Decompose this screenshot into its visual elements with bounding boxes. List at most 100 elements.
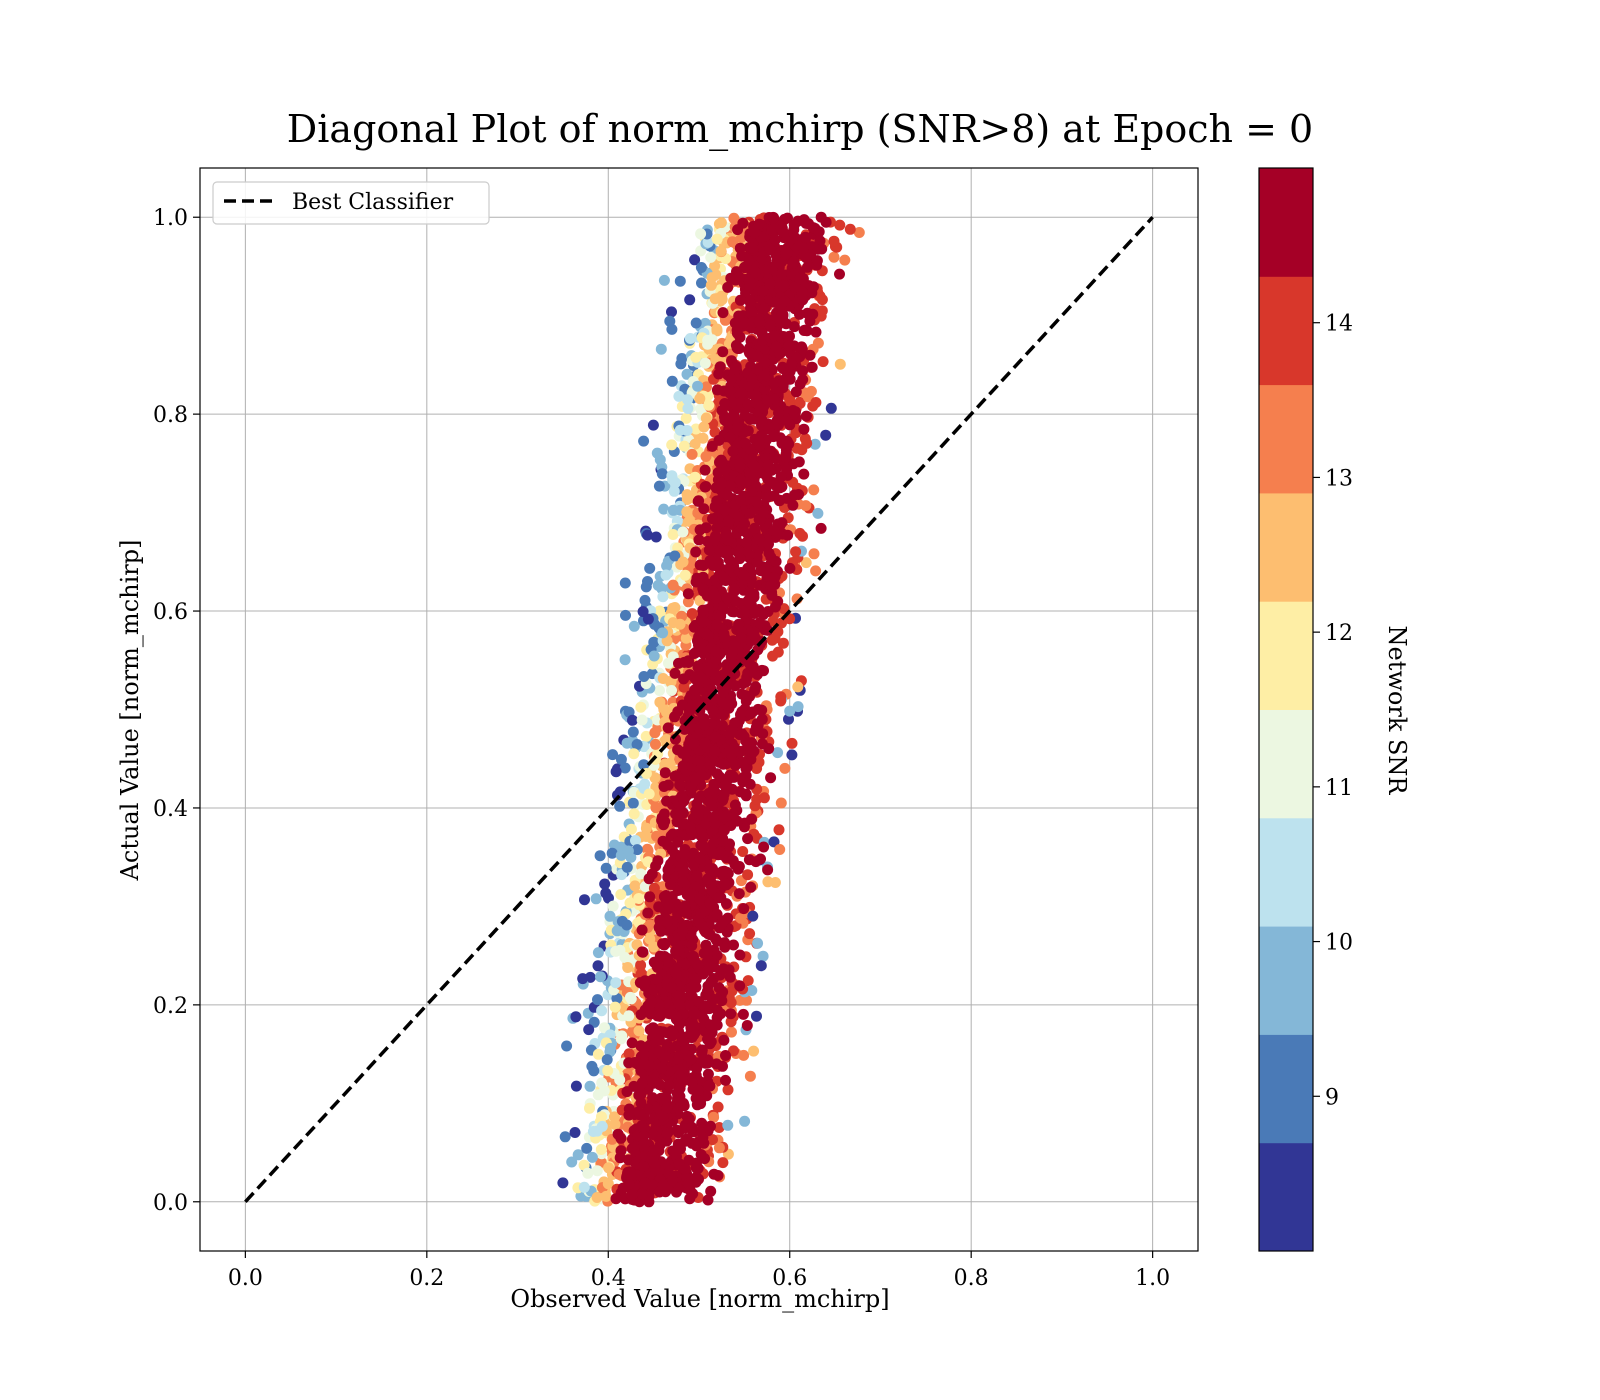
scatter-point	[656, 1062, 668, 1074]
scatter-point	[676, 1031, 688, 1043]
scatter-point	[582, 1167, 594, 1179]
scatter-point	[698, 841, 710, 853]
scatter-point	[726, 1026, 737, 1038]
scatter-point	[776, 268, 788, 280]
scatter-point	[633, 893, 645, 904]
scatter-point	[673, 1053, 685, 1065]
scatter-point	[666, 685, 677, 696]
best-classifier-line	[244, 216, 1154, 1203]
scatter-point	[635, 1064, 647, 1076]
scatter-point	[643, 788, 655, 800]
scatter-point	[717, 1060, 728, 1072]
scatter-point	[716, 477, 728, 489]
scatter-point	[808, 484, 820, 496]
scatter-point	[735, 387, 747, 399]
scatter-point	[623, 1048, 635, 1060]
scatter-point	[774, 844, 786, 855]
scatter-point	[750, 390, 762, 402]
scatter-point	[584, 1080, 596, 1092]
scatter-point	[699, 481, 711, 493]
scatter-point	[690, 1008, 701, 1020]
scatter-point	[748, 745, 760, 757]
scatter-point	[748, 1045, 760, 1057]
y-tick-label: 0.2	[153, 994, 188, 1019]
scatter-point	[678, 673, 690, 685]
scatter-point	[619, 762, 631, 774]
scatter-point	[619, 654, 631, 666]
scatter-point	[614, 1152, 626, 1164]
scatter-point	[595, 1144, 607, 1155]
scatter-point	[757, 609, 769, 621]
scatter-point	[779, 762, 791, 774]
scatter-point	[661, 1127, 673, 1139]
scatter-point	[777, 363, 789, 375]
scatter-point	[643, 873, 655, 885]
colorbar-segment	[1259, 709, 1313, 819]
scatter-point	[798, 468, 810, 480]
scatter-point	[711, 908, 723, 920]
scatter-point	[786, 749, 798, 761]
scatter-point	[768, 212, 780, 224]
colorbar-tick-label: 13	[1325, 466, 1353, 491]
scatter-point	[678, 794, 690, 806]
scatter-point	[777, 280, 789, 292]
scatter-point	[747, 242, 759, 254]
scatter-point	[666, 439, 678, 451]
scatter-point	[798, 325, 810, 336]
scatter-point	[806, 361, 818, 373]
scatter-point	[735, 709, 746, 721]
scatter-point	[638, 435, 650, 447]
colorbar-tick-label: 11	[1325, 776, 1353, 801]
scatter-point	[661, 839, 673, 851]
scatter-point	[747, 910, 759, 922]
scatter-point	[753, 435, 765, 447]
scatter-point	[680, 412, 692, 424]
scatter-point	[706, 884, 718, 896]
scatter-point	[645, 995, 657, 1007]
scatter-point	[755, 960, 767, 972]
scatter-point	[670, 967, 682, 979]
scatter-point	[629, 880, 641, 892]
colorbar-segment	[1259, 601, 1313, 710]
scatter-point	[592, 1048, 604, 1060]
scatter-point	[707, 811, 719, 823]
scatter-point	[737, 317, 749, 329]
scatter-point	[658, 939, 670, 951]
scatter-point	[592, 994, 603, 1006]
scatter-point	[639, 594, 651, 606]
scatter-point	[777, 378, 789, 390]
scatter-point	[642, 1103, 654, 1115]
scatter-point	[692, 1084, 704, 1096]
scatter-point	[600, 862, 612, 874]
scatter-point	[650, 531, 662, 543]
scatter-point	[729, 317, 741, 329]
scatter-point	[741, 537, 752, 548]
x-axis-label: Observed Value [norm_mchirp]	[510, 1285, 889, 1313]
scatter-point	[729, 583, 740, 595]
scatter-point	[766, 224, 778, 236]
scatter-point	[667, 529, 679, 540]
scatter-point	[800, 252, 812, 264]
scatter-point	[739, 690, 751, 702]
y-tick-label: 0.0	[153, 1191, 188, 1216]
scatter-point	[797, 294, 809, 306]
scatter-point	[746, 813, 757, 825]
scatter-point	[592, 960, 604, 972]
scatter-point	[748, 460, 760, 472]
scatter-point	[636, 714, 648, 726]
scatter-point	[702, 1194, 714, 1206]
scatter-point	[638, 759, 650, 771]
scatter-point	[807, 308, 819, 320]
scatter-point	[694, 853, 706, 865]
scatter-point	[678, 656, 690, 668]
scatter-point	[754, 617, 766, 629]
scatter-point	[569, 1127, 581, 1138]
scatter-point	[713, 1142, 725, 1154]
scatter-point	[727, 445, 739, 457]
scatter-point	[750, 681, 762, 693]
scatter-point	[734, 786, 746, 798]
scatter-point	[717, 758, 729, 770]
scatter-point	[604, 1042, 616, 1054]
scatter-point	[783, 713, 794, 725]
scatter-point	[656, 583, 668, 594]
